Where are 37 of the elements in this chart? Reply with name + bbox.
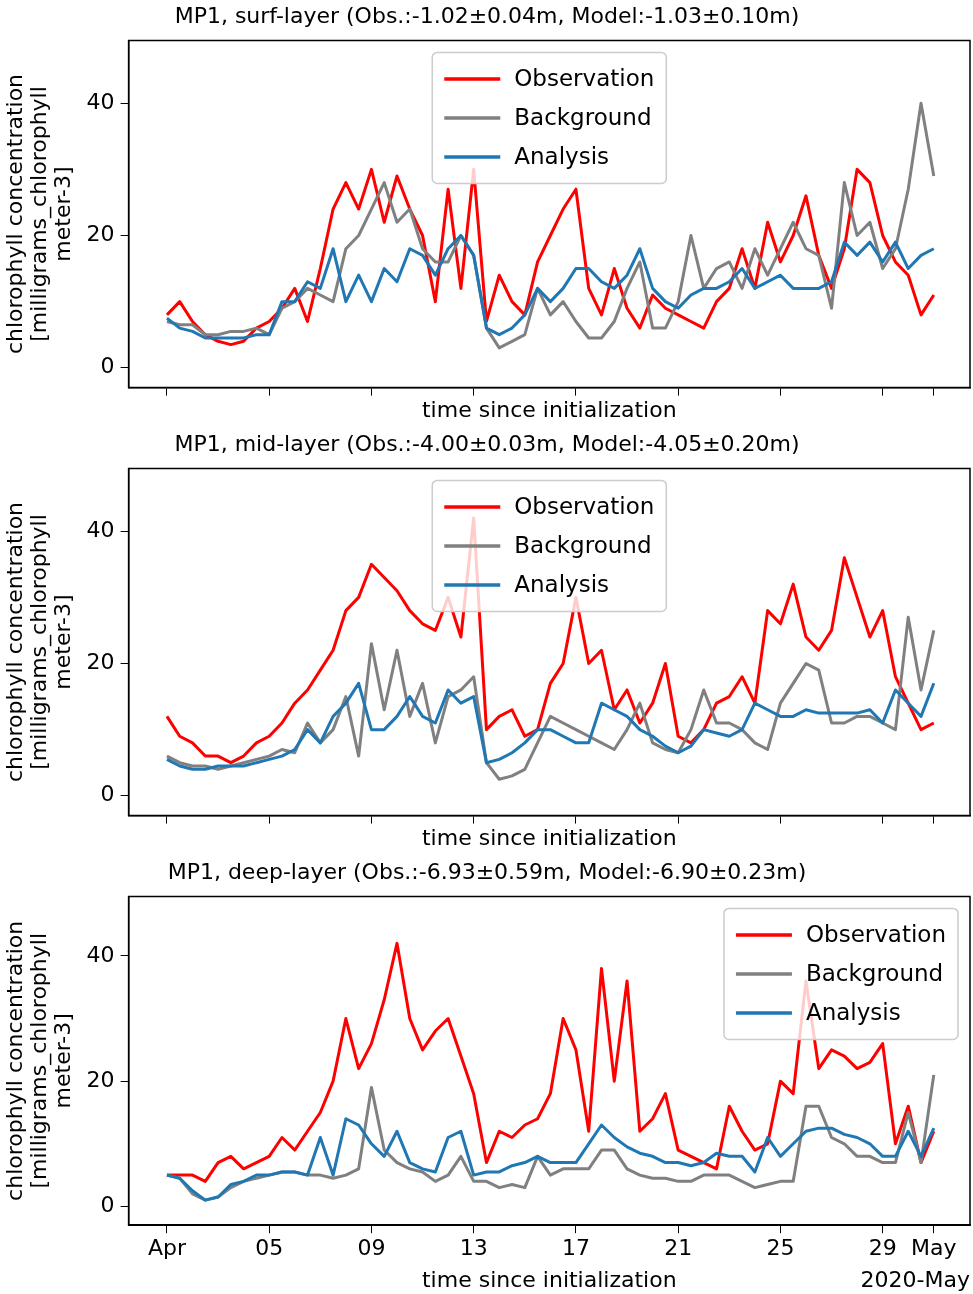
x-tick-label: 25 (766, 1235, 795, 1261)
x-tick-label: 17 (561, 1235, 590, 1261)
y-tick-label: 20 (86, 1066, 115, 1092)
y-tick-label: 20 (86, 649, 115, 675)
legend-label: Observation (514, 64, 655, 91)
x-tick-label: 09 (357, 1235, 386, 1261)
legend-label: Analysis (514, 142, 610, 169)
y-axis-title: chlorophyll concentration [milligrams_chlorophyll meter-3] (1, 73, 76, 355)
legend-label: Observation (805, 920, 947, 947)
x-axis-title: time since initialization (421, 396, 677, 422)
y-tick-label: 40 (86, 88, 115, 114)
x-tick-label: 29 (868, 1235, 897, 1261)
x-axis-title: time since initialization (421, 1266, 677, 1292)
y-axis-title: chlorophyll concentration [milligrams_chlorophyll meter-3] (1, 501, 76, 783)
x-tick-label: 13 (459, 1235, 488, 1261)
y-tick-label: 0 (100, 781, 115, 807)
y-tick-label: 0 (100, 353, 115, 379)
y-tick-label: 0 (100, 1192, 115, 1218)
chart-title: MP1, surf-layer (Obs.:-1.02±0.04m, Model:-1.03±0.10m) (174, 2, 800, 28)
y-axis-title: chlorophyll concentration [milligrams_chlorophyll meter-3] (1, 920, 76, 1201)
x-tick-label: 05 (255, 1235, 284, 1261)
chart-title: MP1, mid-layer (Obs.:-4.00±0.03m, Model:-4.05±0.20m) (174, 430, 800, 456)
text: 2020-May (860, 1266, 970, 1292)
legend-label: Analysis (805, 998, 901, 1025)
legend-label: Background (514, 103, 652, 130)
legend-label: Background (805, 959, 944, 986)
y-tick-label: 40 (86, 516, 115, 542)
legend-label: Observation (514, 492, 655, 519)
legend-label: Background (514, 531, 652, 558)
legend-label: Analysis (514, 570, 610, 597)
x-tick-label: May (911, 1235, 957, 1261)
y-tick-label: 20 (86, 221, 115, 247)
x-tick-label: 21 (664, 1235, 693, 1261)
x-axis-title: time since initialization (421, 824, 677, 850)
chart-title: MP1, deep-layer (Obs.:-6.93±0.59m, Model:-6.90±0.23m) (167, 858, 807, 884)
x-tick-label: Apr (147, 1235, 187, 1261)
y-tick-label: 40 (86, 941, 115, 967)
